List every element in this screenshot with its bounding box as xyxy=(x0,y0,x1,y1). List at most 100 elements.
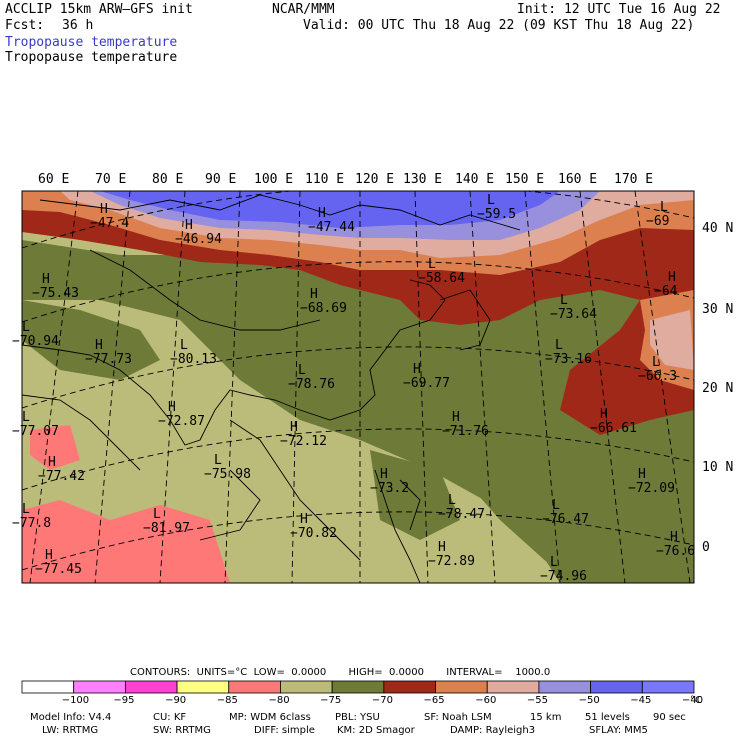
lon-label: 170 E xyxy=(614,172,654,187)
extremum-value: −47.4 xyxy=(90,216,130,231)
footer-sw: SW: RRTMG xyxy=(153,725,211,736)
extremum-value: −78.47 xyxy=(438,507,485,522)
lon-label: 100 E xyxy=(254,172,294,187)
footer-mp: MP: WDM 6class xyxy=(229,712,311,723)
forecast-label: Fcst: xyxy=(5,18,45,33)
extremum-value: −76.47 xyxy=(542,512,589,527)
lon-label: 130 E xyxy=(403,172,443,187)
high-marker: H xyxy=(380,467,388,482)
extremum-value: −75.98 xyxy=(204,467,251,482)
low-marker: L xyxy=(552,498,560,513)
extremum-value: −81.97 xyxy=(143,521,190,536)
colorbar-swatch xyxy=(538,680,592,694)
high-marker: H xyxy=(600,407,608,422)
extremum-value: −72.12 xyxy=(280,434,327,449)
extremum-value: −76.6 xyxy=(656,544,696,559)
lat-label: 10 N xyxy=(702,460,734,475)
footer-cu: CU: KF xyxy=(153,712,187,723)
low-marker: L xyxy=(487,193,495,208)
high-marker: H xyxy=(168,400,176,415)
lat-label: 0 xyxy=(702,540,710,555)
low-marker: L xyxy=(214,453,222,468)
forecast-hour: 36 h xyxy=(62,18,94,33)
extremum-value: −71.76 xyxy=(442,424,489,439)
colorbar-tick-label: −95 xyxy=(113,695,135,706)
extremum-value: −73.16 xyxy=(545,352,592,367)
colorbar-tick-label: −90 xyxy=(165,695,187,706)
extremum-value: −77.07 xyxy=(12,424,59,439)
low-marker: L xyxy=(448,493,456,508)
colorbar-tick-label: −75 xyxy=(320,695,342,706)
footer-timestep: 90 sec xyxy=(653,712,686,723)
extremum-value: −69 xyxy=(646,214,670,229)
extremum-value: −77.73 xyxy=(85,352,132,367)
footer-lw: LW: RRTMG xyxy=(42,725,99,736)
coastlines xyxy=(22,194,521,583)
contours-info: CONTOURS: UNITS=°C LOW= 0.0000 HIGH= 0.0… xyxy=(130,667,551,678)
lon-label: 110 E xyxy=(305,172,345,187)
extremum-value: −80.13 xyxy=(170,352,217,367)
extremum-value: −70.94 xyxy=(12,334,59,349)
extremum-value: −58.64 xyxy=(418,271,465,286)
lon-label: 140 E xyxy=(455,172,495,187)
colorbar-tick-label: −80 xyxy=(268,695,290,706)
shaded-field-title: Tropopause temperature xyxy=(5,35,178,50)
colorbar-swatch xyxy=(280,680,333,694)
footer-diff: DIFF: simple xyxy=(254,725,315,736)
high-marker: H xyxy=(668,270,676,285)
extremum-value: −47.44 xyxy=(308,220,355,235)
extremum-value: −70.82 xyxy=(290,526,337,541)
high-marker: H xyxy=(290,420,298,435)
colorbar-tick-label: −60 xyxy=(475,695,497,706)
high-marker: H xyxy=(185,218,193,233)
high-marker: H xyxy=(95,338,103,353)
lat-label: 20 N xyxy=(702,381,734,396)
colorbar-tick-label: −100 xyxy=(61,695,90,706)
map-frame xyxy=(21,190,695,584)
high-marker: H xyxy=(100,202,108,217)
high-marker: H xyxy=(42,272,50,287)
lon-label: 150 E xyxy=(505,172,545,187)
model-title: ACCLIP 15km ARW–GFS init xyxy=(5,2,193,17)
lon-label: 160 E xyxy=(558,172,598,187)
colorbar-tick-label: −50 xyxy=(578,695,600,706)
high-marker: H xyxy=(310,287,318,302)
colorbar-tick-label: −45 xyxy=(630,695,652,706)
valid-time: Valid: 00 UTC Thu 18 Aug 22 (09 KST Thu … xyxy=(303,18,695,33)
low-marker: L xyxy=(652,355,660,370)
extremum-value: −64 xyxy=(654,284,678,299)
footer-sflay: SFLAY: MM5 xyxy=(589,725,648,736)
high-marker: H xyxy=(413,362,421,377)
low-marker: L xyxy=(660,200,668,215)
extremum-value: −78.76 xyxy=(288,377,335,392)
colorbar-swatch xyxy=(590,680,643,694)
high-marker: H xyxy=(45,548,53,563)
lat-label: 30 N xyxy=(702,302,734,317)
colorbar-tick-label: −70 xyxy=(371,695,393,706)
colorbar-swatch xyxy=(176,680,230,694)
colorbar-tick-label: −40 xyxy=(682,695,704,706)
high-marker: H xyxy=(318,206,326,221)
high-marker: H xyxy=(300,512,308,527)
footer-sf: SF: Noah LSM xyxy=(424,712,492,723)
contour-field-title: Tropopause temperature xyxy=(5,50,178,65)
colorbar-tick-label: −65 xyxy=(423,695,445,706)
init-time: Init: 12 UTC Tue 16 Aug 22 xyxy=(517,2,721,17)
colorbar-swatch xyxy=(21,680,75,694)
low-marker: L xyxy=(428,257,436,272)
extremum-value: −66.3 xyxy=(638,369,678,384)
extremum-value: −77.8 xyxy=(12,516,52,531)
colorbar-swatch xyxy=(124,680,178,694)
footer-levels: 51 levels xyxy=(585,712,630,723)
high-marker: H xyxy=(48,455,56,470)
footer-damp: DAMP: Rayleigh3 xyxy=(450,725,536,736)
colorbar-swatch xyxy=(641,680,695,694)
extremum-value: −75.43 xyxy=(32,286,79,301)
extremum-value: −73.2 xyxy=(370,481,410,496)
lon-label: 90 E xyxy=(205,172,237,187)
shaded-temperature-field xyxy=(22,191,694,583)
footer-model-info: Model Info: V4.4 xyxy=(30,712,112,723)
extremum-value: −72.87 xyxy=(158,414,205,429)
